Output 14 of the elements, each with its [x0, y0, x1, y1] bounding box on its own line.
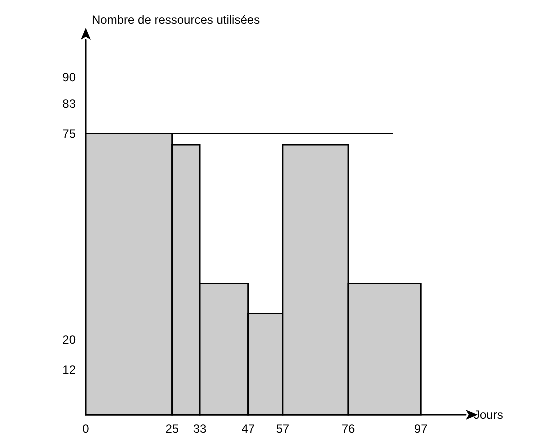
x-tick-label: 25 [166, 422, 180, 436]
x-tick-label: 47 [242, 422, 256, 436]
x-tick-label: 0 [82, 422, 90, 436]
x-axis-title: Jours [474, 408, 504, 422]
x-tick-label: 76 [342, 422, 356, 436]
y-axis-title: Nombre de ressources utilisées [92, 13, 260, 27]
y-tick-label: 20 [62, 333, 76, 347]
y-tick-label: 12 [62, 363, 76, 377]
y-tick-label: 90 [62, 70, 76, 84]
x-tick-label: 97 [414, 422, 428, 436]
y-tick-label: 75 [62, 126, 76, 141]
y-tick-label: 83 [62, 96, 76, 111]
x-tick-label: 33 [193, 422, 207, 436]
x-tick-label: 57 [276, 422, 290, 436]
